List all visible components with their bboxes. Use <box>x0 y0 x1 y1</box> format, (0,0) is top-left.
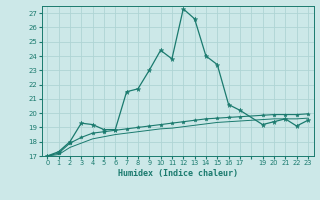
X-axis label: Humidex (Indice chaleur): Humidex (Indice chaleur) <box>118 169 237 178</box>
